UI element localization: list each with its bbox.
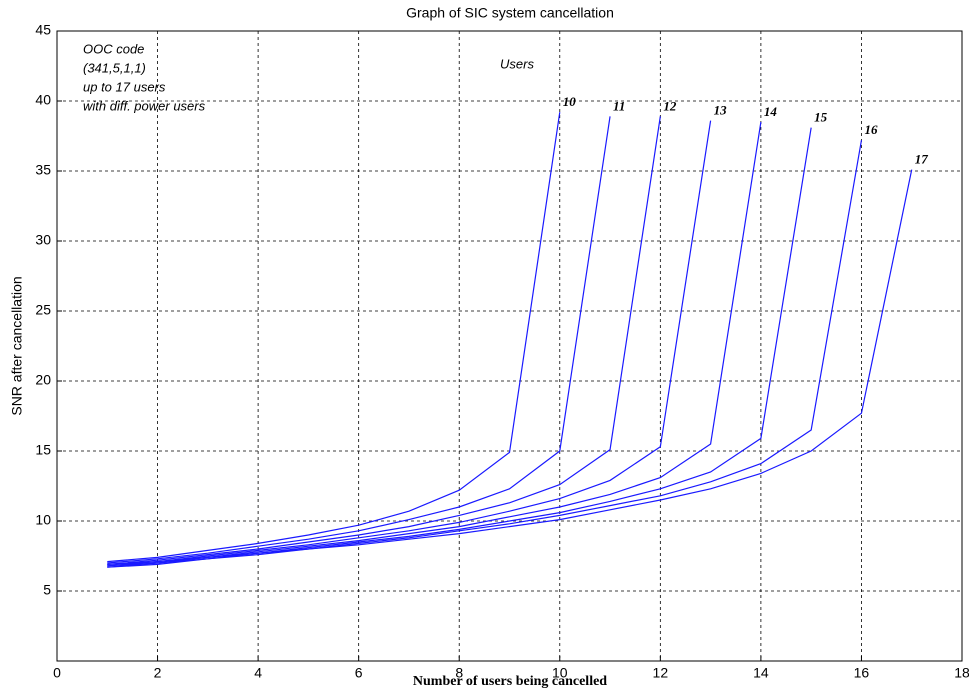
series-line bbox=[107, 112, 561, 563]
y-tick-label: 45 bbox=[35, 22, 51, 38]
annotation: Users bbox=[500, 56, 534, 71]
x-tick-label: 2 bbox=[154, 665, 162, 681]
annotation: up to 17 users bbox=[83, 79, 166, 94]
y-tick-label: 40 bbox=[35, 92, 51, 108]
series-label: 16 bbox=[864, 122, 878, 137]
annotation: OOC code bbox=[83, 41, 144, 56]
series-label: 17 bbox=[915, 152, 929, 167]
annotation: with diff. power users bbox=[83, 98, 206, 113]
x-tick-label: 6 bbox=[355, 665, 363, 681]
annotation: (341,5,1,1) bbox=[83, 60, 146, 75]
x-tick-label: 10 bbox=[552, 665, 568, 681]
y-axis-label: SNR after cancellation bbox=[9, 276, 25, 415]
x-axis-label: Number of users being cancelled bbox=[413, 674, 607, 689]
y-tick-label: 25 bbox=[35, 302, 51, 318]
x-tick-label: 4 bbox=[254, 665, 262, 681]
x-tick-label: 0 bbox=[53, 665, 61, 681]
series-line bbox=[107, 120, 712, 565]
series-label: 13 bbox=[714, 103, 728, 118]
y-tick-label: 5 bbox=[43, 582, 51, 598]
series-label: 15 bbox=[814, 110, 828, 125]
x-tick-label: 16 bbox=[854, 665, 870, 681]
x-tick-label: 18 bbox=[954, 665, 969, 681]
series-label: 14 bbox=[764, 104, 778, 119]
series-line bbox=[107, 169, 913, 568]
y-tick-label: 10 bbox=[35, 512, 51, 528]
y-tick-label: 35 bbox=[35, 162, 51, 178]
x-tick-label: 8 bbox=[455, 665, 463, 681]
x-tick-label: 14 bbox=[753, 665, 769, 681]
y-tick-label: 20 bbox=[35, 372, 51, 388]
chart-title: Graph of SIC system cancellation bbox=[406, 5, 614, 21]
series-line bbox=[107, 127, 812, 567]
x-tick-label: 12 bbox=[653, 665, 669, 681]
series-label: 12 bbox=[663, 98, 677, 113]
series-line bbox=[107, 140, 863, 568]
series-line bbox=[107, 116, 611, 564]
y-tick-label: 15 bbox=[35, 442, 51, 458]
y-tick-label: 30 bbox=[35, 232, 51, 248]
series-label: 11 bbox=[613, 98, 625, 113]
series-line bbox=[107, 116, 661, 565]
series-label: 10 bbox=[563, 94, 577, 109]
